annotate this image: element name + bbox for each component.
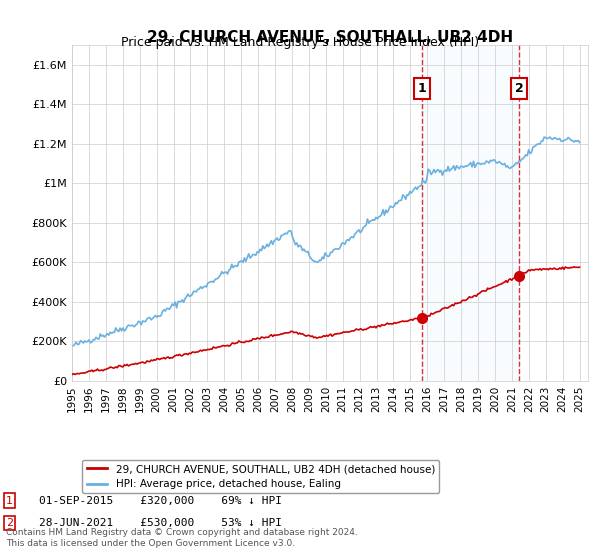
Text: 1: 1: [417, 82, 426, 95]
Text: 2: 2: [515, 82, 523, 95]
Text: Contains HM Land Registry data © Crown copyright and database right 2024.
This d: Contains HM Land Registry data © Crown c…: [6, 528, 358, 548]
Text: 01-SEP-2015    £320,000    69% ↓ HPI: 01-SEP-2015 £320,000 69% ↓ HPI: [39, 496, 282, 506]
Text: 1: 1: [6, 496, 13, 506]
Text: 2: 2: [6, 518, 13, 528]
Title: 29, CHURCH AVENUE, SOUTHALL, UB2 4DH: 29, CHURCH AVENUE, SOUTHALL, UB2 4DH: [147, 30, 513, 45]
Bar: [422, 45, 519, 381]
Legend: 29, CHURCH AVENUE, SOUTHALL, UB2 4DH (detached house), HPI: Average price, detac: 29, CHURCH AVENUE, SOUTHALL, UB2 4DH (de…: [82, 460, 439, 493]
Text: Price paid vs. HM Land Registry's House Price Index (HPI): Price paid vs. HM Land Registry's House …: [121, 36, 479, 49]
Text: 28-JUN-2021    £530,000    53% ↓ HPI: 28-JUN-2021 £530,000 53% ↓ HPI: [39, 518, 282, 528]
